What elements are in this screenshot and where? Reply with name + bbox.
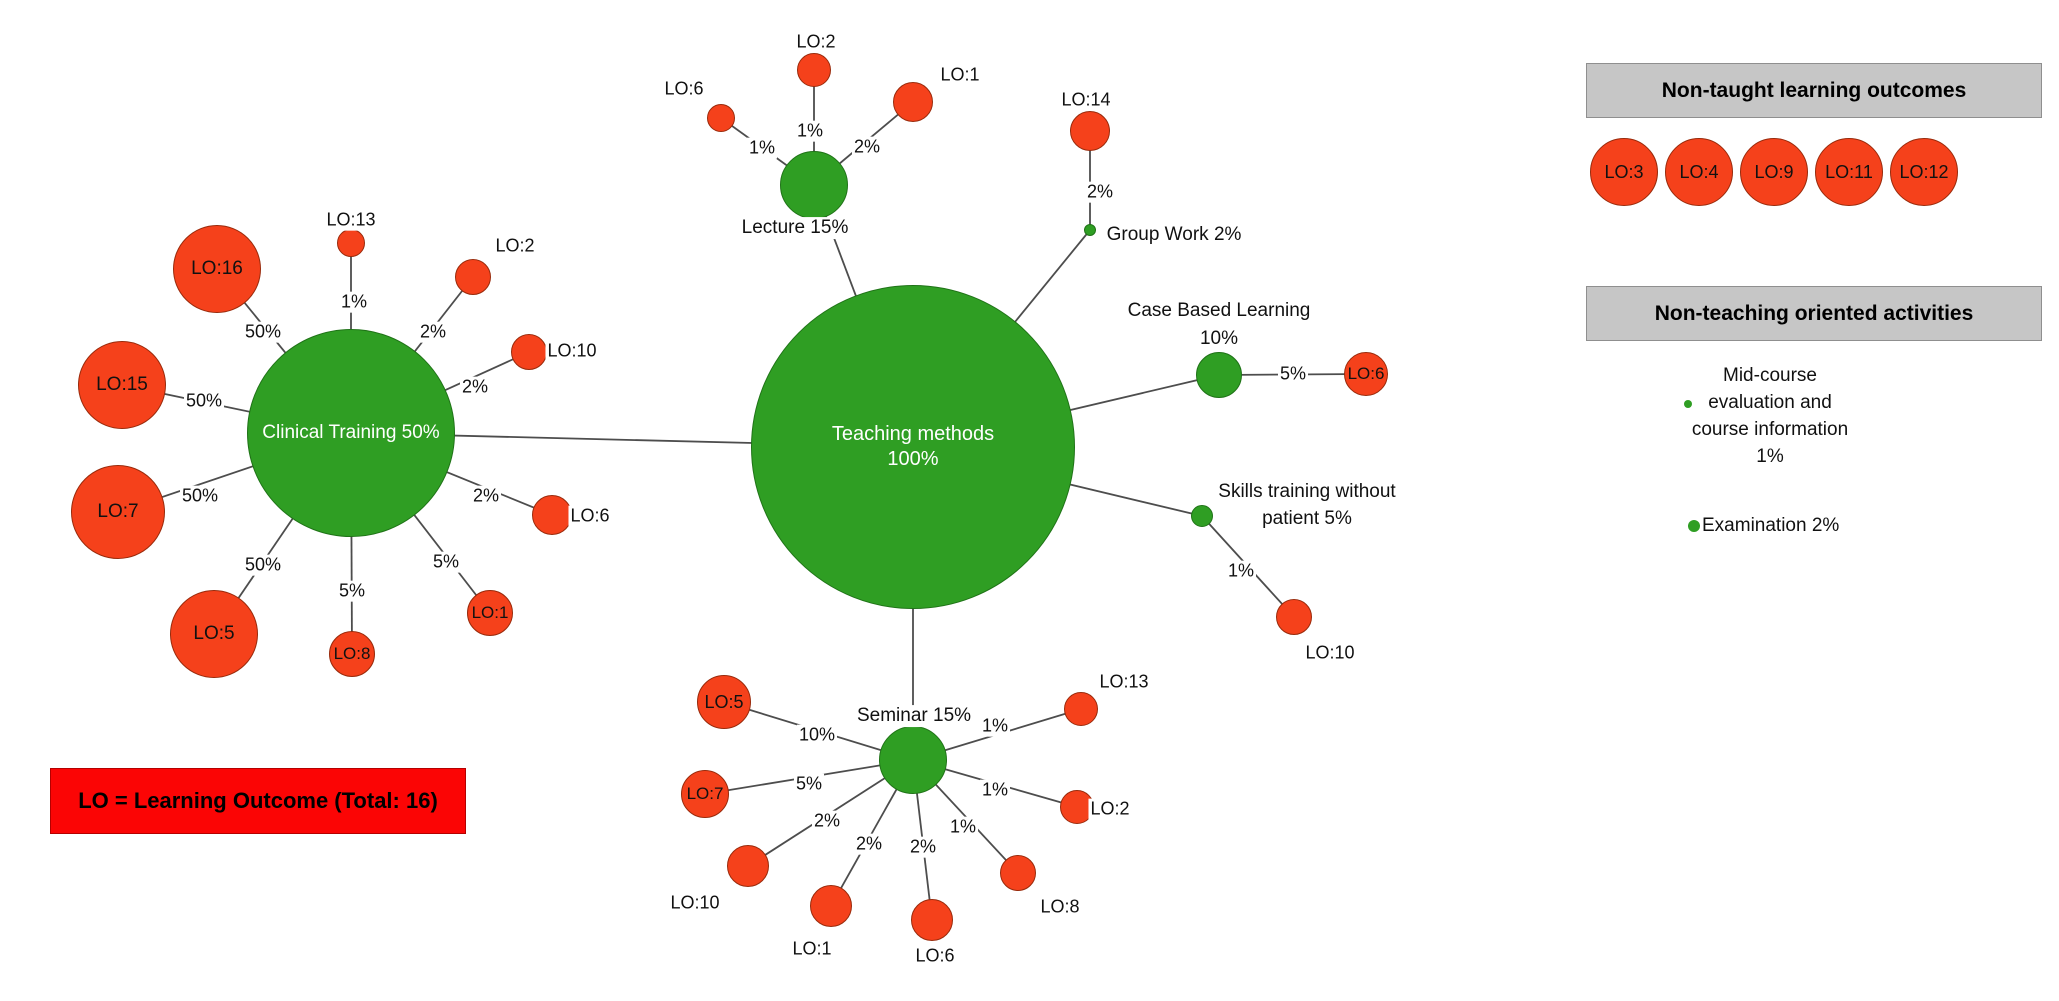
edge-label-lecture-lo1: 2% [851,136,883,158]
hub-teaching-methods: Teaching methods 100% [751,285,1075,609]
lo-seminar-2 [1060,790,1094,824]
edge-label-seminar-lo10: 2% [811,810,843,832]
label-lo-clinical-10: LO:10 [545,340,599,362]
edge-label-seminar-lo8: 1% [947,816,979,838]
lo-lecture-1 [893,82,933,122]
edge-label-seminar-lo7: 5% [793,773,825,795]
edge-label-clinical-lo8: 5% [336,580,368,602]
hub-group-work [1084,224,1096,236]
lo-seminar-8 [1000,855,1036,891]
label-skills-line1: Skills training without [1216,481,1398,503]
label-lo-clinical-6: LO:6 [568,505,612,527]
lo-clinical-6 [532,495,572,535]
lo-seminar-5: LO:5 [697,675,751,729]
hub-clinical-training: Clinical Training 50% [247,329,455,537]
label-lo-seminar-2: LO:2 [1088,798,1132,820]
edge-label-clinical-lo5: 50% [242,554,284,576]
lo-clinical-2 [455,259,491,295]
lo-clinical-13 [337,229,365,257]
label-lo-seminar-6: LO:6 [913,945,957,967]
edge-label-clinical-lo7: 50% [179,485,221,507]
edge-label-seminar-lo5: 10% [796,724,838,746]
lo-groupwork-14 [1070,111,1110,151]
lo-seminar-13 [1064,692,1098,726]
label-lo-clinical-13: LO:13 [324,209,378,231]
label-lo-seminar-10: LO:10 [668,892,722,914]
lo-clinical-5: LO:5 [170,590,258,678]
label-group-work: Group Work 2% [1104,224,1244,246]
non-teaching-activities-header: Non-teaching oriented activities [1586,286,2042,341]
label-skills-line2: patient 5% [1260,508,1354,530]
edge-label-seminar-lo1: 2% [853,833,885,855]
legend-label: LO = Learning Outcome (Total: 16) [78,788,438,813]
examination-bullet-icon [1688,520,1700,532]
edge-label-clinical-lo16: 50% [242,321,284,343]
edge-label-seminar-lo2: 1% [979,779,1011,801]
edge-label-skills-lo10: 1% [1225,560,1257,582]
midcourse-line-4: 1% [1756,446,1784,467]
non-taught-circle-lo9: LO:9 [1740,138,1808,206]
lo-seminar-1 [810,885,852,927]
edge-label-lecture-lo6: 1% [746,137,778,159]
lo-seminar-7: LO:7 [681,770,729,818]
lo-clinical-8: LO:8 [329,631,375,677]
edge-label-lecture-lo2: 1% [794,120,826,142]
lo-cbl-6: LO:6 [1344,352,1388,396]
examination-item: Examination 2% [1688,515,1839,537]
edge-label-seminar-lo6: 2% [907,836,939,858]
lo-clinical-7: LO:7 [71,465,165,559]
label-lo-seminar-8: LO:8 [1038,896,1082,918]
non-taught-circle-lo11: LO:11 [1815,138,1883,206]
non-taught-circle-lo12: LO:12 [1890,138,1958,206]
lo-clinical-1: LO:1 [467,590,513,636]
hub-skills-training [1191,505,1213,527]
non-taught-outcomes-row: LO:3 LO:4 LO:9 LO:11 LO:12 [1590,138,1958,206]
edge-label-clinical-lo6: 2% [470,485,502,507]
lo-lecture-2 [797,53,831,87]
label-lo-lecture-2: LO:2 [794,31,838,53]
lo-seminar-6 [911,899,953,941]
hub-seminar [879,726,947,794]
label-lo-seminar-1: LO:1 [790,938,834,960]
label-cbl-line2: 10% [1197,328,1241,350]
hub-case-based-learning [1196,352,1242,398]
midcourse-line-1: Mid-course [1723,365,1817,386]
lo-lecture-6 [707,104,735,132]
edge-label-clinical-lo1: 5% [430,551,462,573]
non-teaching-activities-header-label: Non-teaching oriented activities [1654,301,1974,325]
edge-label-seminar-lo13: 1% [979,715,1011,737]
non-taught-outcomes-header-label: Non-taught learning outcomes [1661,78,1967,102]
midcourse-evaluation-item: Mid-course evaluation and course informa… [1640,362,1900,470]
edge-label-clinical-lo13: 1% [338,291,370,313]
examination-label: Examination 2% [1702,515,1840,536]
label-lo-skills-10: LO:10 [1303,642,1357,664]
label-lo-lecture-6: LO:6 [662,78,706,100]
edge-label-cbl-lo6: 5% [1277,363,1309,385]
non-taught-circle-lo4: LO:4 [1665,138,1733,206]
label-lecture: Lecture 15% [739,217,851,239]
lo-seminar-10 [727,845,769,887]
non-taught-circle-lo3: LO:3 [1590,138,1658,206]
edge-label-clinical-lo10: 2% [459,376,491,398]
label-lo-clinical-2: LO:2 [493,235,537,257]
lo-clinical-15: LO:15 [78,341,166,429]
label-lo-lecture-1: LO:1 [938,64,982,86]
midcourse-line-2: evaluation and [1708,392,1832,413]
legend-box: LO = Learning Outcome (Total: 16) [50,768,466,834]
label-lo-seminar-13: LO:13 [1097,671,1151,693]
edge-label-clinical-lo15: 50% [183,390,225,412]
edge-label-clinical-lo2: 2% [417,321,449,343]
lo-clinical-10 [511,334,547,370]
lo-skills-10 [1276,599,1312,635]
midcourse-bullet-icon [1684,400,1692,408]
edge-label-groupwork-lo14: 2% [1084,181,1116,203]
hub-lecture [780,151,848,219]
non-taught-outcomes-header: Non-taught learning outcomes [1586,63,2042,118]
label-cbl-line1: Case Based Learning [1125,300,1313,322]
midcourse-line-3: course information [1691,419,1849,440]
label-seminar: Seminar 15% [854,705,974,727]
lo-clinical-16: LO:16 [173,225,261,313]
label-lo-groupwork-14: LO:14 [1059,89,1113,111]
